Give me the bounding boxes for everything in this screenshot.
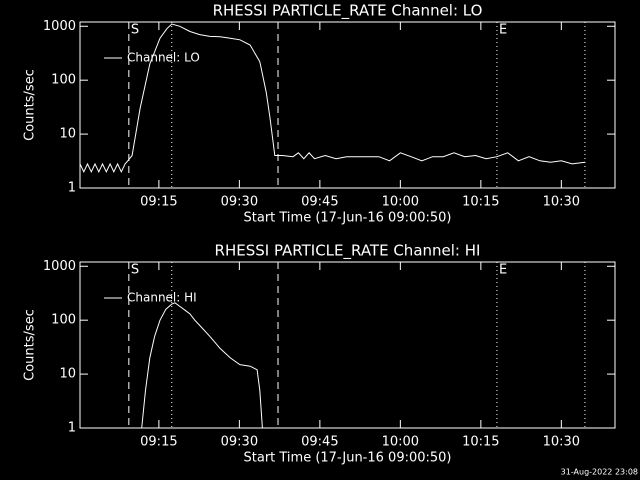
marker-label: E <box>499 263 507 278</box>
y-tick-label: 1 <box>68 181 76 196</box>
y-tick-label: 100 <box>51 73 76 88</box>
x-axis-title: Start Time (17-Jun-16 09:00:50) <box>244 451 452 466</box>
x-tick-label: 10:15 <box>462 195 499 210</box>
x-tick-label: 09:45 <box>301 435 338 450</box>
y-axis-title: Counts/sec <box>23 69 38 141</box>
x-tick-label: 09:15 <box>140 435 177 450</box>
legend-label: Channel: HI <box>127 291 197 305</box>
y-tick-label: 10 <box>59 367 76 382</box>
y-tick-label: 1000 <box>43 259 76 274</box>
plot-frame <box>79 261 616 429</box>
y-tick-label: 1000 <box>43 19 76 34</box>
y-axis-title: Counts/sec <box>23 309 38 381</box>
x-tick-label: 10:30 <box>543 195 580 210</box>
x-tick-label: 10:00 <box>382 195 419 210</box>
marker-label: E <box>499 23 507 38</box>
marker-label: S <box>131 263 139 278</box>
data-line <box>79 23 585 173</box>
x-tick-label: 09:30 <box>221 435 258 450</box>
plot-frame <box>79 21 616 189</box>
legend-label: Channel: LO <box>127 51 200 65</box>
y-tick-label: 100 <box>51 313 76 328</box>
y-tick-label: 10 <box>59 127 76 142</box>
chart-title: RHESSI PARTICLE_RATE Channel: HI <box>215 242 481 261</box>
x-tick-label: 09:15 <box>140 195 177 210</box>
x-tick-label: 10:30 <box>543 435 580 450</box>
x-tick-label: 09:45 <box>301 195 338 210</box>
x-tick-label: 10:15 <box>462 435 499 450</box>
chart-title: RHESSI PARTICLE_RATE Channel: LO <box>213 2 483 21</box>
x-tick-label: 09:30 <box>221 195 258 210</box>
data-line <box>141 302 263 429</box>
x-axis-title: Start Time (17-Jun-16 09:00:50) <box>244 211 452 226</box>
y-tick-label: 1 <box>68 421 76 436</box>
x-tick-label: 10:00 <box>382 435 419 450</box>
footer: 31-Aug-2022 23:08 <box>561 468 638 477</box>
marker-label: S <box>131 23 139 38</box>
